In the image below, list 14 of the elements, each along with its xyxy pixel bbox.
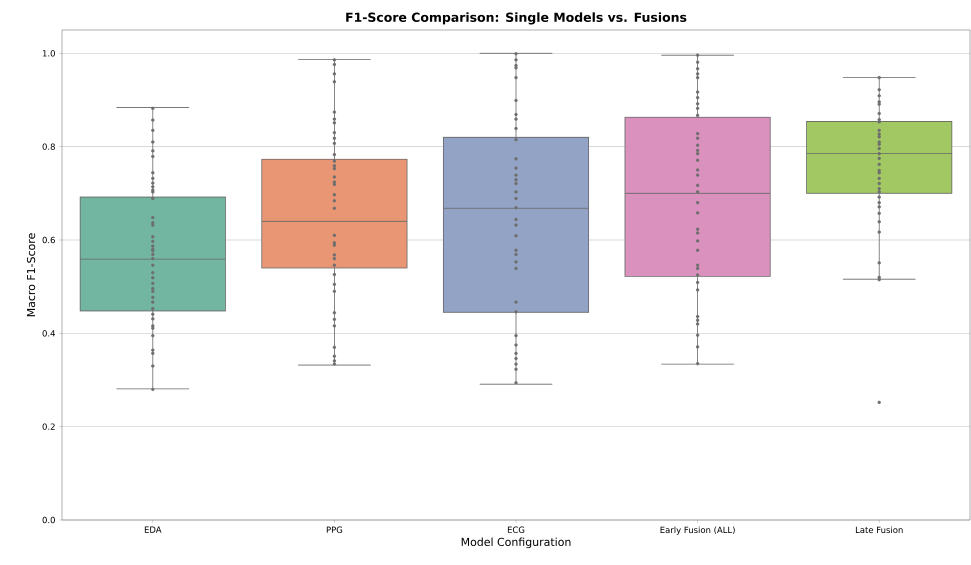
x-tick-label: EDA xyxy=(144,526,162,533)
chart-title: F1-Score Comparison: Single Models vs. Fusions xyxy=(346,12,686,24)
y-tick-label: 0.0 xyxy=(42,516,55,524)
y-axis-title: Macro F1-Score xyxy=(26,233,36,316)
x-tick-label: ECG xyxy=(508,526,524,533)
y-tick-label: 1.0 xyxy=(42,50,55,57)
y-tick-label: 0.6 xyxy=(42,236,55,244)
x-tick-label: Late Fusion xyxy=(856,526,903,534)
y-tick-label: 0.8 xyxy=(42,143,55,150)
x-axis-title: Model Configuration xyxy=(462,538,570,548)
y-tick-label: 0.4 xyxy=(42,330,55,337)
y-tick-label: 0.2 xyxy=(42,423,55,430)
x-tick-label: PPG xyxy=(326,526,342,533)
x-tick-label: Early Fusion (ALL) xyxy=(660,526,735,535)
